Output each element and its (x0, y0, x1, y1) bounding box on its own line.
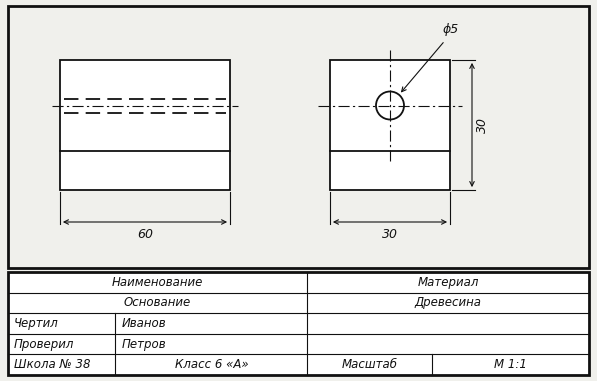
Bar (8, 272, 589, 375)
Text: Наименование: Наименование (112, 276, 204, 289)
Text: ϕ5: ϕ5 (443, 24, 459, 37)
Text: Чертил: Чертил (14, 317, 59, 330)
Text: М 1:1: М 1:1 (494, 358, 527, 371)
Text: Проверил: Проверил (14, 338, 75, 351)
Bar (8, 6, 589, 268)
Text: 60: 60 (137, 228, 153, 241)
Bar (60, 60, 230, 190)
Text: Петров: Петров (121, 338, 166, 351)
Bar (8, 272, 589, 375)
Text: Древесина: Древесина (414, 296, 482, 309)
Text: Иванов: Иванов (121, 317, 166, 330)
Text: Масштаб: Масштаб (341, 358, 398, 371)
Text: Школа № 38: Школа № 38 (14, 358, 91, 371)
Text: Материал: Материал (417, 276, 479, 289)
Text: Основание: Основание (124, 296, 191, 309)
Text: Класс 6 «А»: Класс 6 «А» (174, 358, 248, 371)
Bar (330, 60, 450, 190)
Text: 30: 30 (382, 228, 398, 241)
Circle shape (376, 91, 404, 120)
Text: 30: 30 (476, 117, 489, 133)
